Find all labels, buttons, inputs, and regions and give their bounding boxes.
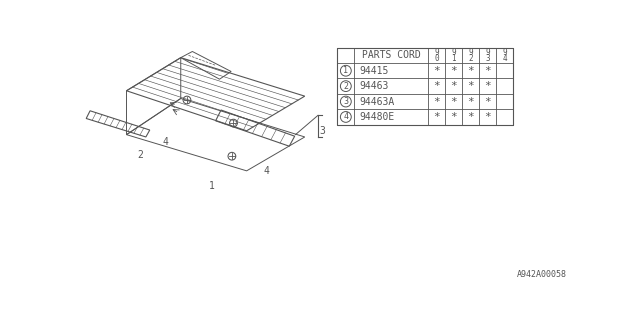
Text: 0: 0 — [434, 53, 439, 62]
Text: *: * — [467, 81, 474, 91]
Text: *: * — [450, 112, 457, 122]
Text: 9: 9 — [485, 48, 490, 57]
Text: 1: 1 — [209, 181, 214, 191]
Text: *: * — [433, 97, 440, 107]
Text: 3: 3 — [319, 126, 326, 136]
Text: 4: 4 — [502, 53, 507, 62]
Text: PARTS CORD: PARTS CORD — [362, 50, 420, 60]
Text: *: * — [484, 97, 491, 107]
Text: 3: 3 — [485, 53, 490, 62]
Text: 2: 2 — [468, 53, 473, 62]
Text: 94415: 94415 — [359, 66, 388, 76]
Text: 2: 2 — [343, 82, 348, 91]
Text: *: * — [467, 112, 474, 122]
Text: *: * — [433, 81, 440, 91]
Text: A942A00058: A942A00058 — [516, 270, 566, 279]
Text: *: * — [433, 66, 440, 76]
Text: *: * — [450, 66, 457, 76]
Text: 4: 4 — [263, 166, 269, 176]
Text: 3: 3 — [343, 97, 348, 106]
Text: 9: 9 — [468, 48, 473, 57]
Text: 2: 2 — [138, 150, 143, 160]
Text: 4: 4 — [343, 112, 348, 121]
Text: *: * — [450, 97, 457, 107]
Text: *: * — [467, 66, 474, 76]
Text: *: * — [450, 81, 457, 91]
Text: *: * — [484, 112, 491, 122]
Text: 4: 4 — [163, 137, 168, 147]
Text: *: * — [433, 112, 440, 122]
Text: *: * — [467, 97, 474, 107]
Text: 94480E: 94480E — [359, 112, 394, 122]
Text: *: * — [484, 66, 491, 76]
Text: 9: 9 — [451, 48, 456, 57]
Text: 1: 1 — [451, 53, 456, 62]
Text: 9: 9 — [434, 48, 439, 57]
Text: 9: 9 — [502, 48, 507, 57]
Bar — [337, 48, 513, 124]
Text: 94463A: 94463A — [359, 97, 394, 107]
Text: 94463: 94463 — [359, 81, 388, 91]
Text: 1: 1 — [343, 66, 348, 75]
Text: *: * — [484, 81, 491, 91]
